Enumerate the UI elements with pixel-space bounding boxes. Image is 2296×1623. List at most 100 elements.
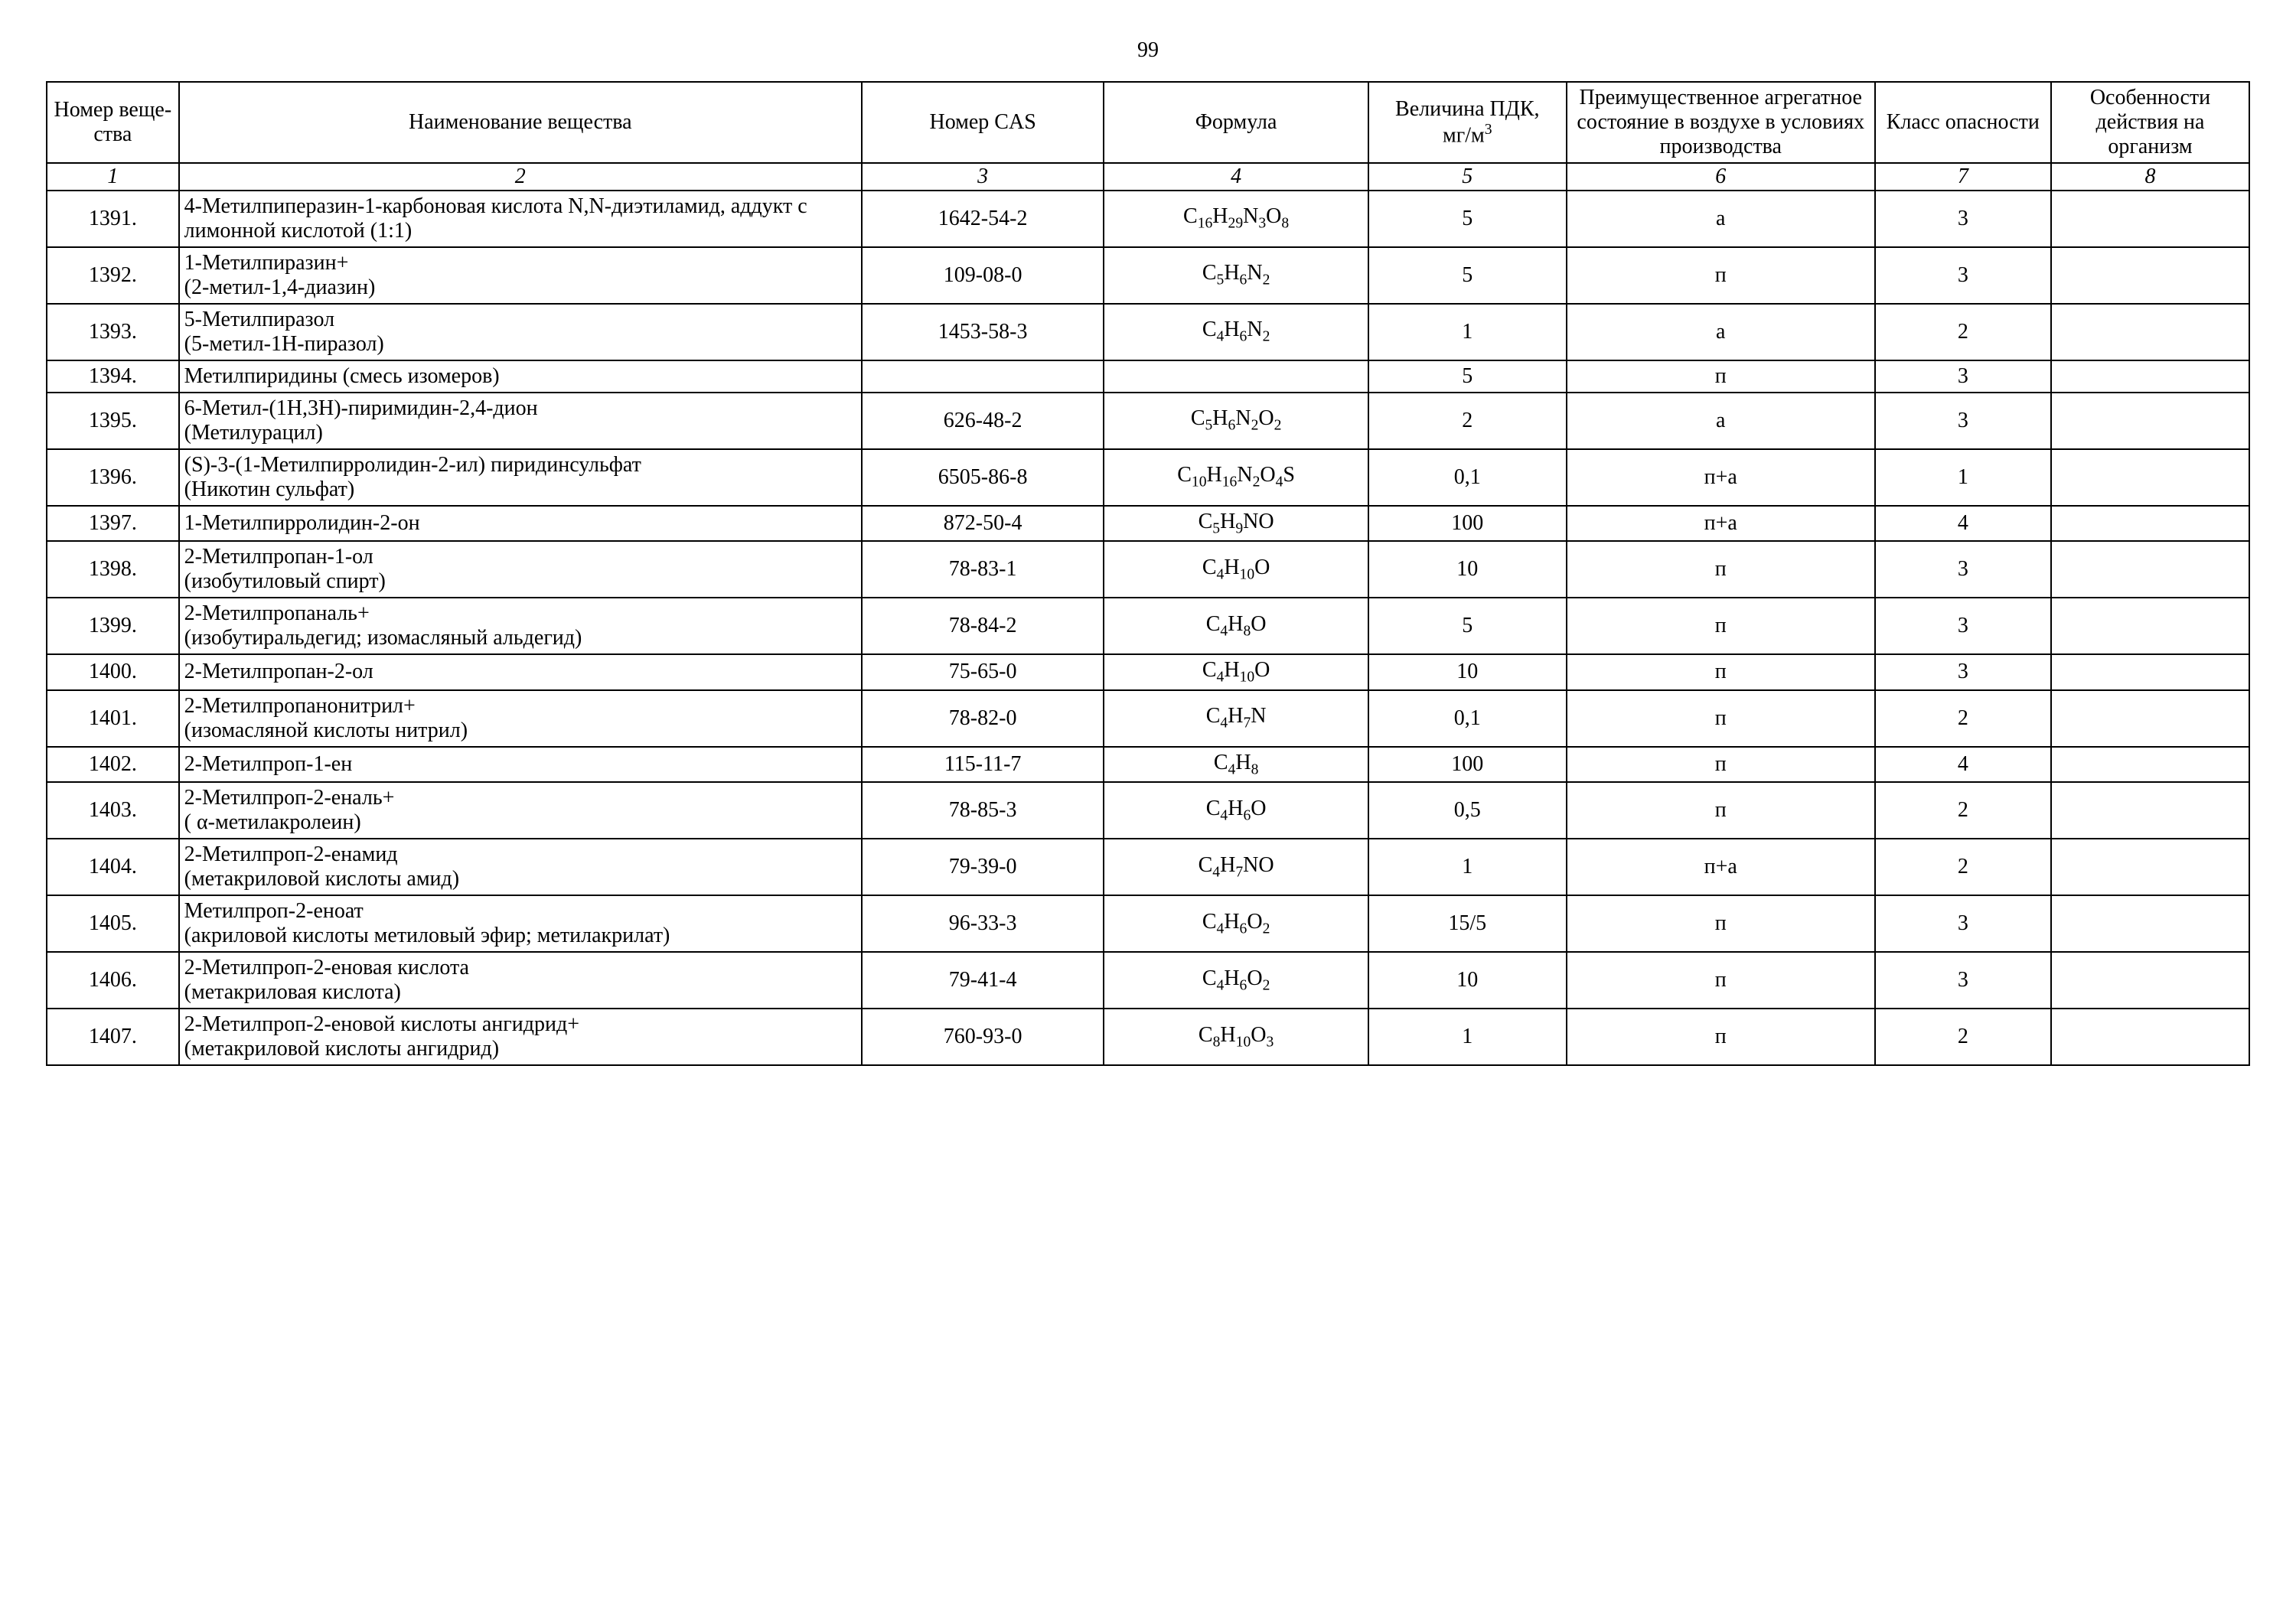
table-row: 1398.2-Метилпропан-1-ол(изобутиловый спи… — [47, 541, 2249, 598]
cell-pdk: 1 — [1368, 839, 1567, 895]
cell-number: 1400. — [47, 654, 179, 690]
cell-state: а — [1567, 393, 1875, 449]
colnum-6: 6 — [1567, 163, 1875, 191]
cell-cas: 115-11-7 — [862, 747, 1104, 783]
cell-class: 3 — [1875, 654, 2051, 690]
cell-effects — [2051, 360, 2249, 393]
cell-name: 6-Метил-(1Н,3Н)-пиримидин-2,4-дион(Метил… — [179, 393, 862, 449]
cell-class: 3 — [1875, 247, 2051, 304]
cell-effects — [2051, 304, 2249, 360]
cell-number: 1404. — [47, 839, 179, 895]
cell-class: 3 — [1875, 541, 2051, 598]
cell-number: 1393. — [47, 304, 179, 360]
table-header-row: Номер веще-ства Наименование вещества Но… — [47, 82, 2249, 163]
cell-effects — [2051, 839, 2249, 895]
cell-pdk: 0,1 — [1368, 690, 1567, 747]
header-substance-number: Номер веще-ства — [47, 82, 179, 163]
header-hazard-class: Класс опасности — [1875, 82, 2051, 163]
cell-class: 4 — [1875, 506, 2051, 542]
cell-pdk: 10 — [1368, 654, 1567, 690]
cell-name: (S)-3-(1-Метилпирролидин-2-ил) пиридинсу… — [179, 449, 862, 506]
table-row: 1400.2-Метилпропан-2-ол75-65-0C4H10O10п3 — [47, 654, 2249, 690]
cell-pdk: 10 — [1368, 952, 1567, 1009]
table-row: 1391.4-Метилпиперазин-1-карбоновая кисло… — [47, 191, 2249, 247]
cell-pdk: 10 — [1368, 541, 1567, 598]
cell-formula: C4H7NO — [1104, 839, 1368, 895]
cell-state: п — [1567, 541, 1875, 598]
cell-pdk: 5 — [1368, 191, 1567, 247]
header-effects: Особенности действия на организм — [2051, 82, 2249, 163]
cell-effects — [2051, 690, 2249, 747]
colnum-2: 2 — [179, 163, 862, 191]
header-pdk-sup: 3 — [1485, 122, 1492, 138]
cell-class: 2 — [1875, 690, 2051, 747]
cell-name: 4-Метилпиперазин-1-карбоновая кислота N,… — [179, 191, 862, 247]
cell-formula: C4H6O2 — [1104, 952, 1368, 1009]
table-row: 1403.2-Метилпроп-2-еналь+( α-метилакроле… — [47, 782, 2249, 839]
cell-pdk: 100 — [1368, 747, 1567, 783]
cell-effects — [2051, 598, 2249, 654]
cell-effects — [2051, 895, 2249, 952]
cell-name: 5-Метилпиразол(5-метил-1Н-пиразол) — [179, 304, 862, 360]
table-body: 1391.4-Метилпиперазин-1-карбоновая кисло… — [47, 191, 2249, 1066]
cell-effects — [2051, 247, 2249, 304]
cell-class: 3 — [1875, 360, 2051, 393]
cell-name: 2-Метилпропаналь+(изобутиральдегид; изом… — [179, 598, 862, 654]
cell-class: 4 — [1875, 747, 2051, 783]
table-row: 1396.(S)-3-(1-Метилпирролидин-2-ил) пири… — [47, 449, 2249, 506]
colnum-3: 3 — [862, 163, 1104, 191]
cell-formula: C5H6N2 — [1104, 247, 1368, 304]
table-row: 1394.Метилпиридины (смесь изомеров)5п3 — [47, 360, 2249, 393]
cell-number: 1399. — [47, 598, 179, 654]
page-number: 99 — [46, 38, 2250, 63]
table-row: 1392.1-Метилпиразин+(2-метил-1,4-диазин)… — [47, 247, 2249, 304]
cell-formula: C16H29N3O8 — [1104, 191, 1368, 247]
table-row: 1399.2-Метилпропаналь+(изобутиральдегид;… — [47, 598, 2249, 654]
header-pdk-line2: мг/м — [1443, 123, 1485, 147]
cell-number: 1402. — [47, 747, 179, 783]
cell-pdk: 5 — [1368, 598, 1567, 654]
header-formula: Формула — [1104, 82, 1368, 163]
header-cas: Номер CAS — [862, 82, 1104, 163]
cell-effects — [2051, 191, 2249, 247]
header-substance-name: Наименование вещества — [179, 82, 862, 163]
cell-state: п — [1567, 747, 1875, 783]
cell-name: 2-Метилпропан-2-ол — [179, 654, 862, 690]
cell-number: 1405. — [47, 895, 179, 952]
cell-name: 2-Метилпроп-1-ен — [179, 747, 862, 783]
cell-state: п — [1567, 952, 1875, 1009]
cell-effects — [2051, 952, 2249, 1009]
cell-pdk: 0,1 — [1368, 449, 1567, 506]
cell-cas: 78-84-2 — [862, 598, 1104, 654]
header-pdk: Величина ПДК, мг/м3 — [1368, 82, 1567, 163]
cell-state: п+а — [1567, 449, 1875, 506]
cell-number: 1398. — [47, 541, 179, 598]
cell-formula: C5H9NO — [1104, 506, 1368, 542]
cell-number: 1406. — [47, 952, 179, 1009]
cell-name: Метилпиридины (смесь изомеров) — [179, 360, 862, 393]
cell-state: п+а — [1567, 839, 1875, 895]
colnum-7: 7 — [1875, 163, 2051, 191]
cell-effects — [2051, 541, 2249, 598]
cell-state: п — [1567, 895, 1875, 952]
cell-pdk: 100 — [1368, 506, 1567, 542]
cell-class: 2 — [1875, 839, 2051, 895]
cell-number: 1407. — [47, 1009, 179, 1065]
cell-number: 1392. — [47, 247, 179, 304]
substances-table: Номер веще-ства Наименование вещества Но… — [46, 81, 2250, 1066]
cell-effects — [2051, 747, 2249, 783]
cell-state: п — [1567, 654, 1875, 690]
cell-cas — [862, 360, 1104, 393]
cell-class: 2 — [1875, 782, 2051, 839]
cell-state: п — [1567, 598, 1875, 654]
cell-cas: 79-41-4 — [862, 952, 1104, 1009]
cell-class: 3 — [1875, 393, 2051, 449]
cell-cas: 78-85-3 — [862, 782, 1104, 839]
cell-number: 1397. — [47, 506, 179, 542]
cell-name: 1-Метилпиразин+(2-метил-1,4-диазин) — [179, 247, 862, 304]
header-pdk-line1: Величина ПДК, — [1395, 97, 1540, 121]
cell-formula: C4H8O — [1104, 598, 1368, 654]
cell-pdk: 5 — [1368, 360, 1567, 393]
cell-state: п — [1567, 690, 1875, 747]
cell-cas: 626-48-2 — [862, 393, 1104, 449]
